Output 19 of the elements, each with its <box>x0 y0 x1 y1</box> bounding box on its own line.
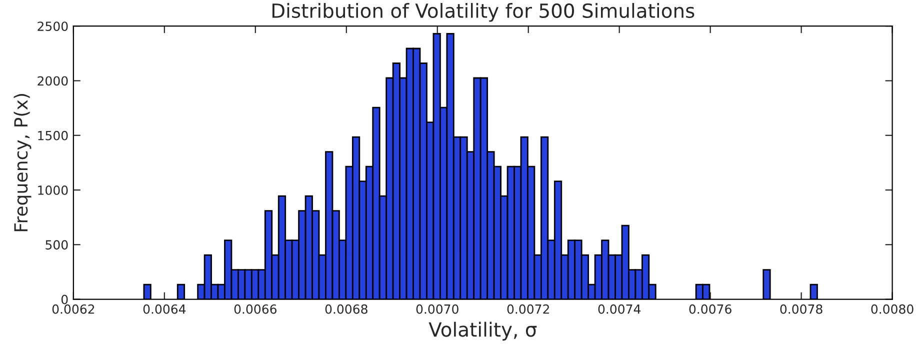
x-tick-label: 0.0066 <box>234 304 276 314</box>
x-tick-label: 0.0072 <box>507 304 549 314</box>
y-tick-label: 2000 <box>38 76 68 86</box>
x-tick-label: 0.0064 <box>143 304 186 314</box>
y-tick-label: 1000 <box>38 185 68 195</box>
y-tick-label: 2500 <box>38 22 68 32</box>
x-tick-label: 0.0080 <box>871 304 914 314</box>
x-tick-label: 0.0078 <box>780 304 822 314</box>
x-tick-label: 0.0068 <box>325 304 368 314</box>
y-tick-label: 500 <box>46 240 68 250</box>
x-tick-label: 0.0062 <box>52 304 94 314</box>
x-tick-label: 0.0070 <box>416 304 458 314</box>
x-axis-title: Volatility, σ <box>428 322 537 341</box>
y-tick-label: 0 <box>61 294 68 304</box>
x-tick-label: 0.0076 <box>689 304 732 314</box>
y-axis-title: Frequency, P(x) <box>14 94 32 232</box>
x-tick-label: 0.0074 <box>598 304 641 314</box>
chart-title: Distribution of Volatility for 500 Simulations <box>272 2 694 22</box>
y-tick-label: 1500 <box>38 130 68 140</box>
